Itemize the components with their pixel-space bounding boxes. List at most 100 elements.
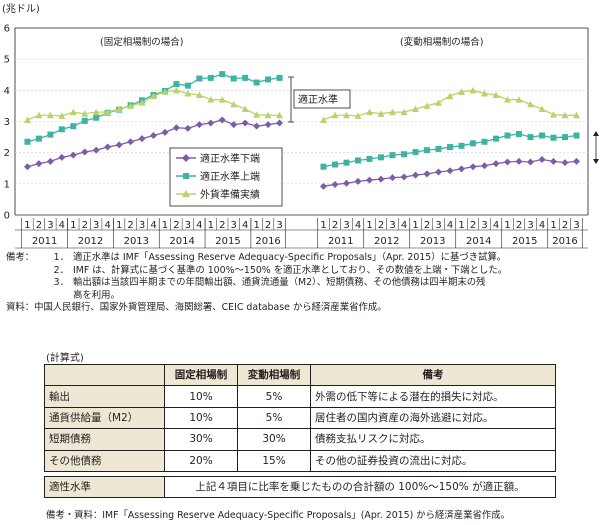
header-cell: 変動相場制 <box>237 363 311 387</box>
data-point-square <box>276 74 283 81</box>
data-point-diamond <box>469 163 477 171</box>
data-point-square <box>447 144 453 151</box>
data-point-square <box>173 81 180 88</box>
data-point-triangle <box>481 89 488 97</box>
data-point-triangle <box>504 96 511 103</box>
data-point-triangle <box>435 99 442 106</box>
x-tick-label: 3 <box>481 220 487 231</box>
data-point-square <box>35 135 42 142</box>
data-point-diamond <box>412 171 419 179</box>
data-point-diamond <box>423 170 431 178</box>
data-point-triangle <box>458 88 465 95</box>
x-year-label: 2016 <box>255 236 280 247</box>
note-number: 2． <box>53 264 69 276</box>
data-point-triangle <box>92 108 100 116</box>
note-cell: その他の証券投資の流出に対応。 <box>310 449 556 472</box>
x-tick-label: 1 <box>208 220 214 231</box>
data-point-diamond <box>276 119 284 127</box>
x-year-label: 2014 <box>169 236 194 247</box>
legend-label-actual: 外貨準備実績 <box>200 188 260 201</box>
data-point-square <box>470 140 476 147</box>
data-point-triangle <box>573 111 580 119</box>
data-point-triangle <box>446 92 454 99</box>
data-point-triangle <box>538 105 546 113</box>
x-tick-label: 3 <box>231 220 237 231</box>
panel-title-fixed: (固定相場制の場合) <box>100 36 183 48</box>
data-point-diamond <box>104 143 112 151</box>
data-point-square <box>504 132 511 139</box>
series-line <box>323 133 577 168</box>
legend-label-upper: 適正水準上端 <box>200 170 260 183</box>
legend-diamond-icon <box>182 154 190 162</box>
x-year-label: 2014 <box>466 236 491 247</box>
x-tick-label: 1 <box>412 220 418 231</box>
data-point-triangle <box>46 111 54 119</box>
notes-block: 備考： 1． 適正水準は IMF「Assessing Reserve Adequac… <box>6 252 600 315</box>
x-tick-label: 1 <box>253 220 259 231</box>
data-point-triangle <box>230 100 238 108</box>
x-year-label: 2011 <box>32 236 57 247</box>
data-point-triangle <box>104 108 112 116</box>
adequacy-bracket <box>288 76 599 164</box>
x-tick-label: 2 <box>265 220 271 231</box>
x-tick-label: 2 <box>562 220 568 231</box>
x-tick-label: 4 <box>104 220 110 231</box>
data-point-triangle <box>400 108 408 116</box>
x-tick-label: 4 <box>196 220 202 231</box>
header-cell: 備考 <box>310 363 556 387</box>
fixed-cell: 10% <box>164 385 238 408</box>
data-point-triangle <box>561 111 569 119</box>
data-point-diamond <box>515 157 523 165</box>
legend-label-lower: 適正水準下端 <box>200 152 260 165</box>
data-point-diamond <box>207 119 215 127</box>
x-year-label: 2011 <box>328 236 353 247</box>
data-point-diamond <box>446 167 454 175</box>
data-point-square <box>253 79 260 86</box>
data-point-diamond <box>115 141 123 149</box>
legend-square-icon <box>183 173 189 179</box>
data-point-triangle <box>389 108 396 116</box>
x-tick-label: 1 <box>550 220 556 231</box>
table-header-row: 固定相場制 変動相場制 備考 <box>44 363 556 387</box>
x-tick-label: 2 <box>424 220 430 231</box>
x-tick-label: 3 <box>527 220 533 231</box>
data-point-diamond <box>218 116 226 124</box>
data-point-square <box>539 132 545 139</box>
data-point-triangle <box>320 116 327 123</box>
row-name: その他債務 <box>44 449 165 472</box>
data-point-square <box>481 138 488 145</box>
header-cell <box>44 363 165 387</box>
data-point-triangle <box>527 100 534 108</box>
data-point-square <box>493 135 499 142</box>
x-tick-label: 1 <box>320 220 326 231</box>
data-point-triangle <box>377 110 385 117</box>
row-name: 通貨供給量（M2） <box>44 406 165 430</box>
data-point-square <box>81 117 88 124</box>
note-text: 適正水準は IMF「Assessing Reserve Adequacy-Spe… <box>73 252 507 263</box>
x-tick-label: 2 <box>219 220 225 231</box>
x-tick-label: 4 <box>150 220 156 231</box>
data-point-triangle <box>515 96 523 103</box>
data-point-diamond <box>150 132 157 140</box>
note-text: IMF は、計算式に基づく基準の 100%～150% を適正水準としており、その… <box>73 264 508 276</box>
x-tick-label: 2 <box>516 220 522 231</box>
note-cell: 外需の低下等による潜在的損失に対応。 <box>310 385 556 408</box>
x-tick-label: 3 <box>185 220 191 231</box>
data-point-triangle <box>276 111 284 119</box>
annotation-box <box>293 89 351 109</box>
x-tick-label: 3 <box>573 220 579 231</box>
data-point-square <box>435 145 442 152</box>
x-tick-label: 4 <box>539 220 545 231</box>
x-tick-label: 1 <box>116 220 122 231</box>
x-tick-label: 3 <box>435 220 441 231</box>
x-tick-label: 1 <box>24 220 30 231</box>
data-point-diamond <box>366 176 373 184</box>
table-row: 通貨供給量（M2） 10% 5% 居住者の国内資産の海外逃避に対応。 <box>44 406 556 430</box>
x-year-label: 2015 <box>512 236 537 247</box>
data-point-square <box>332 161 338 168</box>
x-tick-label: 4 <box>493 220 499 231</box>
y-tick-label: 1 <box>4 179 10 190</box>
notes-label: 備考： <box>6 252 35 263</box>
y-tick-label: 4 <box>4 86 10 97</box>
data-point-triangle <box>69 108 77 116</box>
